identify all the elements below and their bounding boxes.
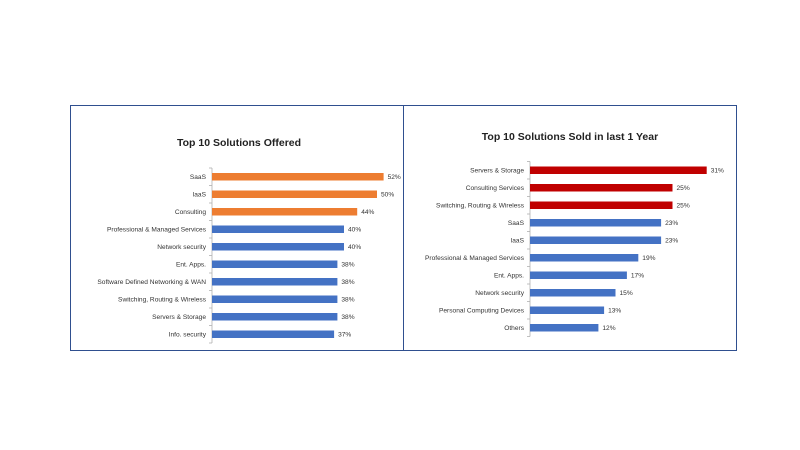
data-label: 23% [665,220,678,227]
data-label: 15% [620,290,633,297]
category-label: Personal Computing Devices [439,308,525,315]
category-label: Software Defined Networking & WAN [97,279,206,286]
bar [212,313,338,321]
category-label: Servers & Storage [470,168,524,175]
bar [212,225,344,233]
category-label: Ent. Apps. [176,262,206,269]
bar [530,184,673,192]
bar [530,166,707,174]
data-label: 25% [677,185,690,192]
data-label: 44% [361,209,374,216]
bar [212,190,377,198]
data-label: 38% [341,314,354,321]
chart-solutions-offered: Top 10 Solutions Offered SaaS 52% IaaS 50% C… [97,137,401,344]
category-label: Consulting Services [466,185,525,192]
data-label: 31% [711,168,724,175]
category-label: IaaS [192,192,206,199]
data-label: 50% [381,192,394,199]
data-label: 40% [348,244,361,251]
bar [530,289,616,297]
category-label: Others [504,325,524,332]
bar [212,260,338,268]
bar [212,330,335,338]
category-label: Professional & Managed Services [107,227,207,234]
chart-title: Top 10 Solutions Sold in last 1 Year [482,131,658,143]
category-label: SaaS [508,220,525,227]
category-label: Ent. Apps. [494,273,524,280]
data-label: 13% [608,308,621,315]
bar [530,271,627,279]
data-label: 12% [602,325,615,332]
data-label: 40% [348,227,361,234]
chart-solutions-sold: Top 10 Solutions Sold in last 1 Year Ser… [425,131,724,337]
category-label: Professional & Managed Services [425,255,525,262]
data-label: 38% [341,297,354,304]
bar [212,208,358,216]
category-label: IaaS [510,238,524,245]
bar [530,219,662,227]
chart-title: Top 10 Solutions Offered [177,137,301,149]
data-label: 19% [642,255,655,262]
category-label: Servers & Storage [152,314,206,321]
bar [212,295,338,303]
data-label: 38% [341,262,354,269]
charts-divider [403,105,404,351]
category-label: Info. security [169,332,207,339]
data-label: 25% [677,203,690,210]
bar [212,173,384,181]
category-label: Network security [475,290,524,297]
category-label: Switching, Routing & Wireless [436,203,525,210]
data-label: 17% [631,273,644,280]
bar [530,254,639,262]
bar [530,236,662,244]
category-label: Consulting [175,209,206,216]
category-label: Switching, Routing & Wireless [118,297,207,304]
bar [530,324,599,332]
category-label: Network security [157,244,206,251]
bar [212,243,344,251]
bar [212,278,338,286]
data-label: 52% [388,174,401,181]
data-label: 38% [341,279,354,286]
bar [530,306,605,314]
category-label: SaaS [190,174,207,181]
bar [530,201,673,209]
data-label: 37% [338,332,351,339]
data-label: 23% [665,238,678,245]
